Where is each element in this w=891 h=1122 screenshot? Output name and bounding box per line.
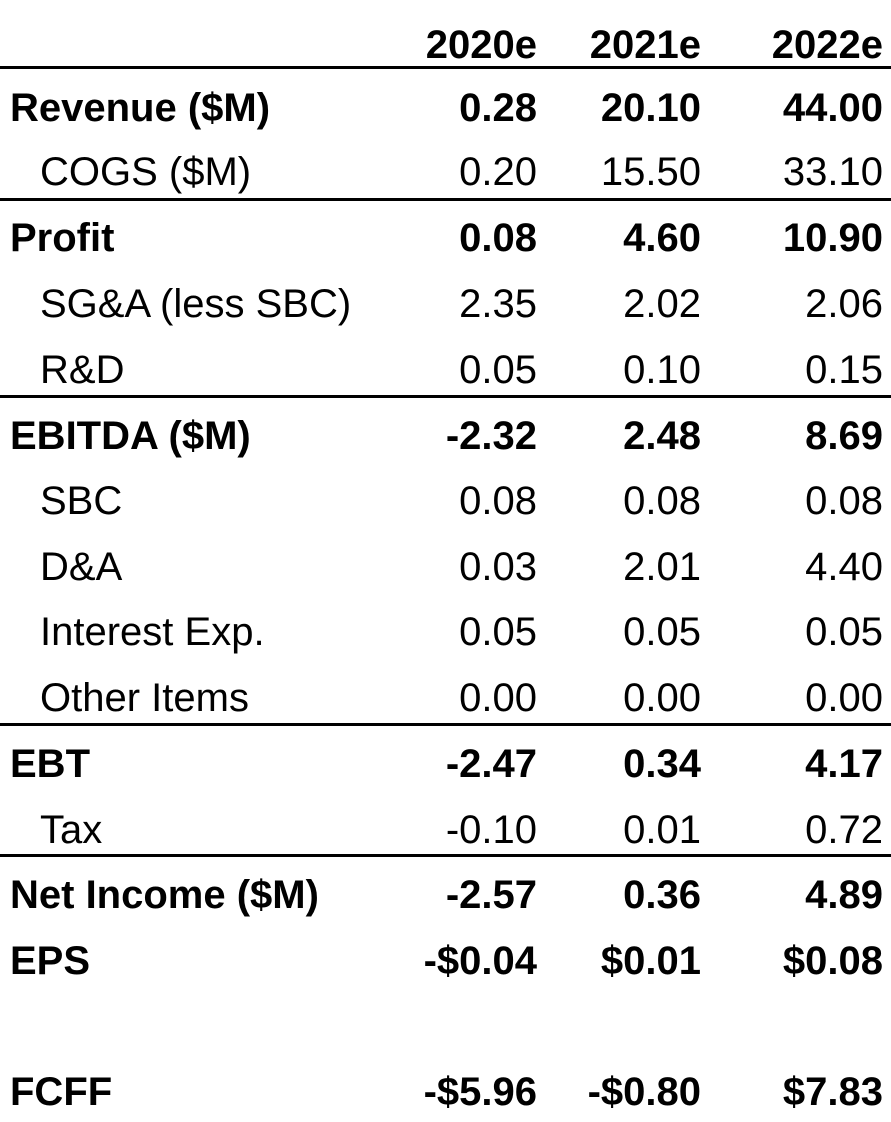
row-label: SBC [40,479,123,523]
table-row-ebitda: EBITDA ($M) -2.32 2.48 8.69 [0,406,891,466]
table-row-fcff: FCFF -$5.96 -$0.80 $7.83 [0,1062,891,1122]
value-2020e: -2.32 [445,414,537,458]
value-2022e: 0.05 [805,610,883,654]
table-row-net-income: Net Income ($M) -2.57 0.36 4.89 [0,865,891,925]
value-2020e: 0.08 [459,216,537,260]
table-row-rnd: R&D 0.05 0.10 0.15 [0,340,891,400]
value-2020e: 0.00 [459,676,537,720]
value-2022e: 0.15 [805,348,883,392]
value-2021e: 4.60 [623,216,701,260]
table-row-sga: SG&A (less SBC) 2.35 2.02 2.06 [0,274,891,334]
section-divider [0,395,891,398]
header-divider [0,66,891,69]
value-2021e: $0.01 [600,939,701,983]
value-2022e: 10.90 [782,216,883,260]
row-label: FCFF [10,1070,113,1114]
value-2021e: 20.10 [600,86,701,130]
row-label: Other Items [40,676,249,720]
table-row-interest-exp: Interest Exp. 0.05 0.05 0.05 [0,602,891,662]
table-row-revenue: Revenue ($M) 0.28 20.10 44.00 [0,78,891,138]
row-label: SG&A (less SBC) [40,282,352,326]
value-2022e: $7.83 [782,1070,883,1114]
table-row-other-items: Other Items 0.00 0.00 0.00 [0,668,891,728]
value-2020e: 0.28 [459,86,537,130]
row-label: Net Income ($M) [10,873,319,917]
value-2022e: 33.10 [782,150,883,194]
value-2022e: 0.08 [805,479,883,523]
value-2022e: 44.00 [782,86,883,130]
column-header-2021e: 2021e [589,23,701,67]
value-2021e: 2.01 [623,545,701,589]
value-2021e: 0.08 [623,479,701,523]
value-2021e: 2.48 [623,414,701,458]
value-2020e: 0.05 [459,348,537,392]
value-2022e: 4.17 [805,742,883,786]
value-2021e: 0.10 [623,348,701,392]
row-label: Interest Exp. [40,610,265,654]
table-row-profit: Profit 0.08 4.60 10.90 [0,208,891,268]
value-2020e: -$5.96 [423,1070,537,1114]
value-2020e: -0.10 [445,808,537,852]
value-2021e: 0.00 [623,676,701,720]
table-row-ebt: EBT -2.47 0.34 4.17 [0,734,891,794]
value-2022e: 4.40 [805,545,883,589]
value-2020e: 0.20 [459,150,537,194]
section-divider [0,198,891,201]
value-2020e: 0.03 [459,545,537,589]
table-row-eps: EPS -$0.04 $0.01 $0.08 [0,931,891,991]
value-2021e: 0.01 [623,808,701,852]
row-label: Profit [10,216,115,260]
table-row-cogs: COGS ($M) 0.20 15.50 33.10 [0,142,891,202]
value-2022e: 8.69 [805,414,883,458]
table-row-tax: Tax -0.10 0.01 0.72 [0,800,891,860]
value-2022e: $0.08 [782,939,883,983]
value-2020e: 0.08 [459,479,537,523]
value-2021e: 0.34 [623,742,701,786]
value-2021e: 15.50 [600,150,701,194]
row-label: R&D [40,348,125,392]
section-divider [0,854,891,857]
value-2021e: -$0.80 [587,1070,701,1114]
value-2021e: 0.05 [623,610,701,654]
header-row: 2020e 2021e 2022e [0,15,891,75]
value-2022e: 0.00 [805,676,883,720]
value-2020e: 2.35 [459,282,537,326]
row-label: EBITDA ($M) [10,414,251,458]
row-label: Tax [40,808,103,852]
row-label: EPS [10,939,91,983]
value-2020e: 0.05 [459,610,537,654]
row-label: Revenue ($M) [10,86,271,130]
row-label: D&A [40,545,123,589]
value-2022e: 4.89 [805,873,883,917]
value-2020e: -$0.04 [423,939,537,983]
table-row-da: D&A 0.03 2.01 4.40 [0,537,891,597]
value-2021e: 0.36 [623,873,701,917]
section-divider [0,723,891,726]
row-label: EBT [10,742,90,786]
value-2020e: -2.47 [445,742,537,786]
column-header-2020e: 2020e [425,23,537,67]
value-2022e: 2.06 [805,282,883,326]
row-label: COGS ($M) [40,150,252,194]
value-2020e: -2.57 [445,873,537,917]
value-2022e: 0.72 [805,808,883,852]
column-header-2022e: 2022e [771,23,883,67]
value-2021e: 2.02 [623,282,701,326]
table-row-sbc: SBC 0.08 0.08 0.08 [0,471,891,531]
